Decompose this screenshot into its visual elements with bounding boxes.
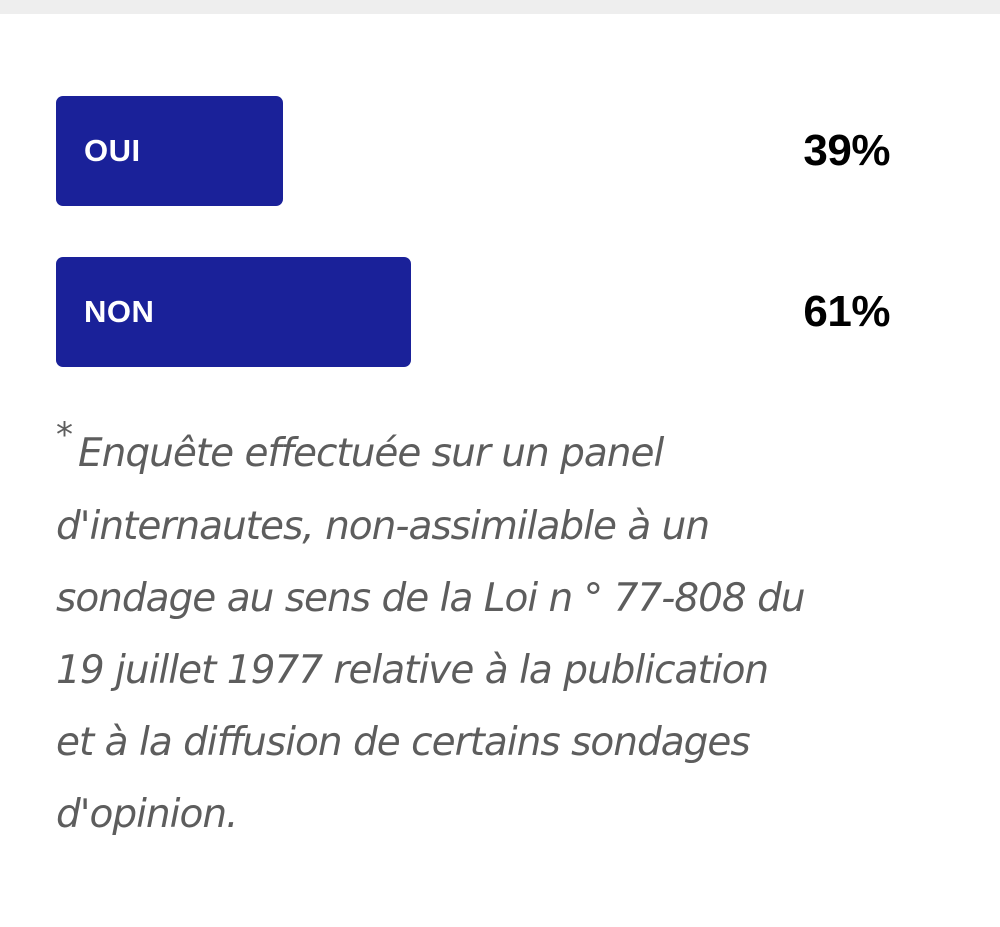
poll-row-non: NON 61% [56, 257, 890, 367]
top-divider [0, 0, 1000, 14]
poll-bar-oui[interactable]: OUI [56, 96, 283, 206]
footnote-asterisk: * [56, 415, 73, 455]
poll-row-oui: OUI 39% [56, 96, 890, 206]
survey-disclaimer: * Enquête effectuée sur un panel d'intern… [56, 415, 816, 851]
poll-bar-non[interactable]: NON [56, 257, 411, 367]
footnote-text: Enquête effectuée sur un panel d'interna… [56, 431, 806, 837]
poll-results: OUI 39% NON 61% [56, 96, 890, 418]
poll-option-label: OUI [84, 133, 141, 168]
poll-percent-non: 61% [803, 287, 890, 336]
poll-percent-oui: 39% [803, 126, 890, 175]
poll-option-label: NON [84, 294, 155, 329]
